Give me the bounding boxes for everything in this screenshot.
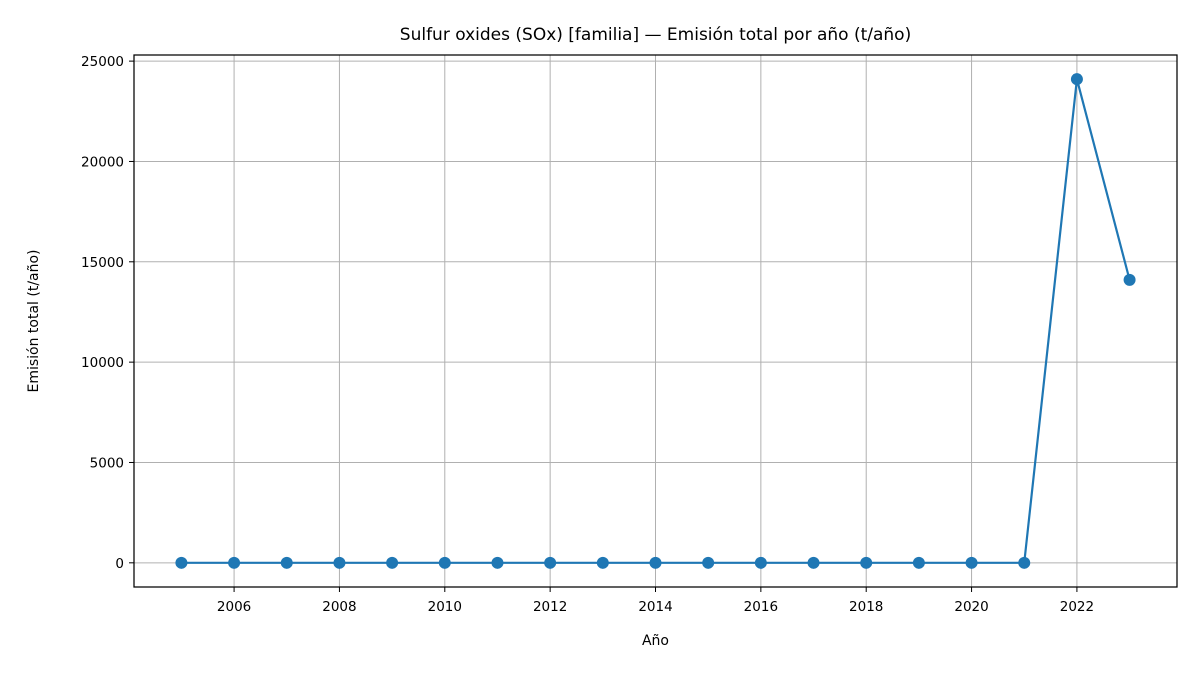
data-point (649, 556, 662, 569)
x-axis: 2006 2008 2010 2012 2014 2016 2018 2020 2022 (217, 587, 1094, 615)
data-point (1018, 556, 1031, 569)
x-tick-label: 2022 (1060, 599, 1094, 615)
x-tick-label: 2006 (217, 599, 251, 615)
data-point (1123, 273, 1136, 286)
y-tick-label: 20000 (81, 154, 124, 170)
y-tick-label: 25000 (81, 54, 124, 70)
x-tick-label: 2008 (322, 599, 356, 615)
data-point (438, 556, 451, 569)
data-point (596, 556, 609, 569)
data-point (754, 556, 767, 569)
data-point (807, 556, 820, 569)
y-axis: 0 5000 10000 15000 20000 25000 (81, 54, 134, 572)
data-point (912, 556, 925, 569)
x-tick-label: 2020 (954, 599, 988, 615)
data-point (386, 556, 399, 569)
x-axis-label: Año (642, 633, 669, 649)
y-axis-label: Emisión total (t/año) (26, 249, 42, 392)
data-point (491, 556, 504, 569)
data-point (860, 556, 873, 569)
data-series (175, 73, 1136, 569)
data-point (702, 556, 715, 569)
data-point (965, 556, 978, 569)
y-tick-label: 10000 (81, 355, 124, 371)
x-tick-label: 2012 (533, 599, 567, 615)
y-tick-label: 0 (115, 556, 124, 572)
grid-lines (134, 55, 1177, 587)
x-tick-label: 2010 (428, 599, 462, 615)
data-point (1070, 73, 1083, 86)
data-point (228, 556, 241, 569)
y-tick-label: 5000 (90, 455, 124, 471)
x-tick-label: 2016 (744, 599, 778, 615)
y-tick-label: 15000 (81, 255, 124, 271)
data-point (280, 556, 293, 569)
data-point (544, 556, 557, 569)
x-tick-label: 2014 (638, 599, 672, 615)
chart-title: Sulfur oxides (SOx) [familia] — Emisión … (400, 25, 911, 45)
data-point (333, 556, 346, 569)
data-point (175, 556, 188, 569)
x-tick-label: 2018 (849, 599, 883, 615)
